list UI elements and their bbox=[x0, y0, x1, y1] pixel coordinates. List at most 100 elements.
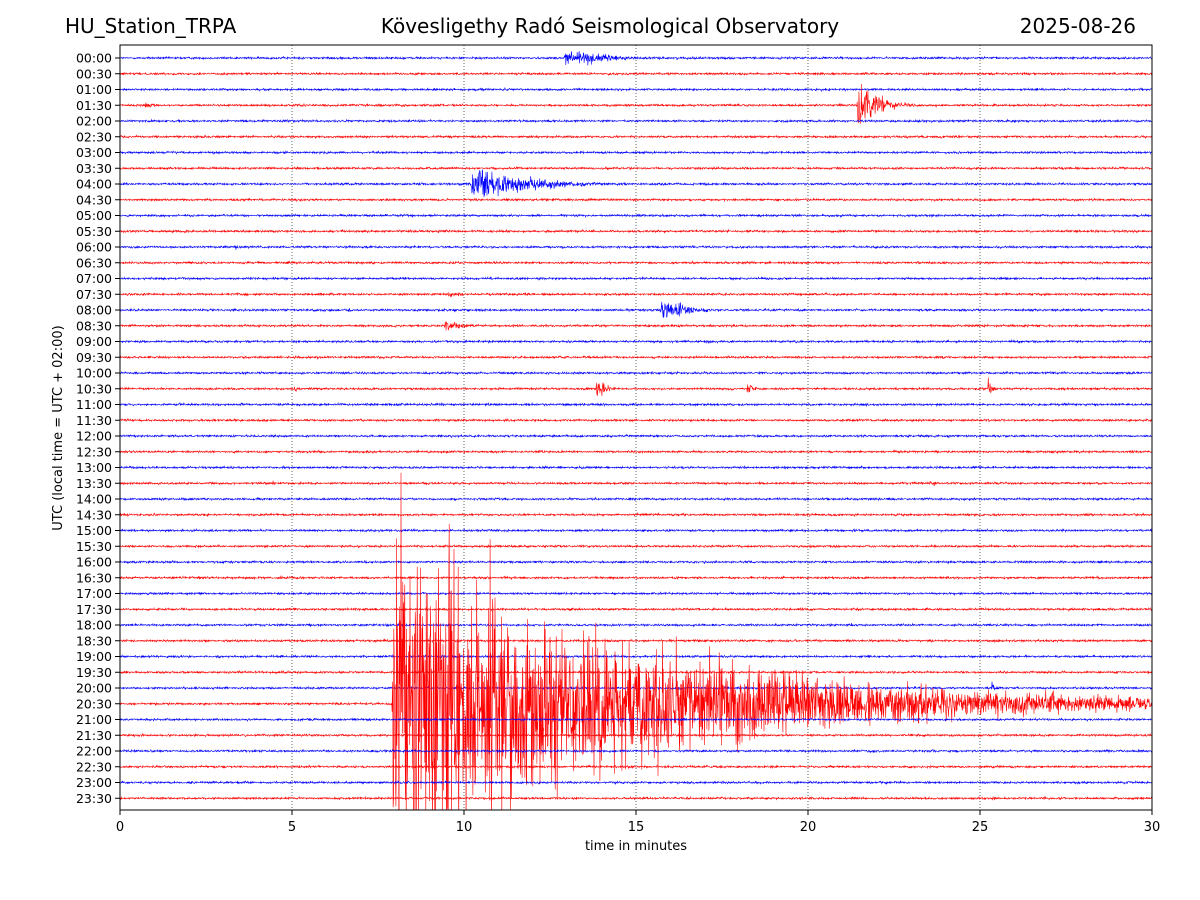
y-tick-label: 19:00 bbox=[76, 649, 112, 664]
trace-0800 bbox=[120, 301, 1152, 319]
y-axis: 00:0000:3001:0001:3002:0002:3003:0003:30… bbox=[76, 51, 120, 806]
trace-1530 bbox=[120, 543, 1152, 549]
y-tick-label: 07:00 bbox=[76, 271, 112, 286]
trace-1430 bbox=[120, 512, 1152, 518]
y-tick-label: 23:30 bbox=[76, 791, 112, 806]
y-tick-label: 05:00 bbox=[76, 208, 112, 223]
y-tick-label: 18:00 bbox=[76, 618, 112, 633]
y-tick-label: 06:00 bbox=[76, 240, 112, 255]
trace-0430 bbox=[120, 197, 1152, 203]
y-tick-label: 03:30 bbox=[76, 161, 112, 176]
y-tick-label: 17:00 bbox=[76, 586, 112, 601]
y-tick-label: 15:00 bbox=[76, 523, 112, 538]
trace-1330 bbox=[120, 480, 1152, 487]
trace-2130 bbox=[120, 732, 1152, 738]
y-tick-label: 08:30 bbox=[76, 318, 112, 333]
trace-0400 bbox=[120, 169, 1152, 198]
trace-0830 bbox=[120, 321, 1152, 331]
y-tick-label: 20:00 bbox=[76, 681, 112, 696]
x-tick-label: 25 bbox=[972, 820, 989, 835]
chart-title: Kövesligethy Radó Seismological Observat… bbox=[380, 14, 840, 38]
y-axis-label: UTC (local time = UTC + 02:00) bbox=[51, 325, 66, 530]
trace-1100 bbox=[120, 401, 1152, 408]
y-tick-label: 21:30 bbox=[76, 728, 112, 743]
y-tick-label: 05:30 bbox=[76, 224, 112, 239]
trace-2230 bbox=[120, 764, 1152, 770]
trace-0900 bbox=[120, 339, 1152, 344]
trace-1400 bbox=[120, 496, 1152, 502]
trace-0200 bbox=[120, 118, 1152, 124]
x-axis-label: time in minutes bbox=[585, 839, 687, 854]
y-tick-label: 22:00 bbox=[76, 744, 112, 759]
y-tick-label: 15:30 bbox=[76, 539, 112, 554]
y-tick-label: 04:00 bbox=[76, 177, 112, 192]
y-tick-label: 23:00 bbox=[76, 775, 112, 790]
y-tick-label: 00:30 bbox=[76, 66, 112, 81]
x-tick-label: 5 bbox=[288, 820, 296, 835]
y-tick-label: 20:30 bbox=[76, 696, 112, 711]
y-tick-label: 10:00 bbox=[76, 366, 112, 381]
y-tick-label: 00:00 bbox=[76, 51, 112, 66]
trace-0930 bbox=[120, 354, 1152, 360]
y-tick-label: 17:30 bbox=[76, 602, 112, 617]
y-tick-label: 14:00 bbox=[76, 492, 112, 507]
trace-0600 bbox=[120, 244, 1152, 250]
y-tick-label: 11:30 bbox=[76, 413, 112, 428]
trace-1600 bbox=[120, 559, 1152, 565]
y-tick-label: 02:00 bbox=[76, 114, 112, 129]
trace-0100 bbox=[120, 87, 1152, 93]
chart-date: 2025-08-26 bbox=[1019, 14, 1136, 38]
trace-1200 bbox=[120, 433, 1152, 439]
trace-0730 bbox=[120, 291, 1152, 298]
y-tick-label: 16:30 bbox=[76, 570, 112, 585]
y-tick-label: 10:30 bbox=[76, 381, 112, 396]
y-tick-label: 09:30 bbox=[76, 350, 112, 365]
y-tick-label: 07:30 bbox=[76, 287, 112, 302]
trace-0130 bbox=[120, 83, 1152, 124]
trace-2100 bbox=[120, 717, 1152, 723]
y-tick-label: 16:00 bbox=[76, 555, 112, 570]
trace-2030 bbox=[120, 472, 1152, 810]
trace-0330 bbox=[120, 165, 1152, 171]
trace-1700 bbox=[120, 591, 1152, 597]
y-tick-label: 12:30 bbox=[76, 444, 112, 459]
y-tick-label: 04:30 bbox=[76, 192, 112, 207]
trace-0530 bbox=[120, 228, 1152, 234]
y-tick-label: 18:30 bbox=[76, 633, 112, 648]
trace-0300 bbox=[120, 150, 1152, 156]
seismic-traces bbox=[120, 51, 1152, 810]
trace-1730 bbox=[120, 606, 1152, 612]
y-tick-label: 06:30 bbox=[76, 255, 112, 270]
y-tick-label: 14:30 bbox=[76, 507, 112, 522]
y-tick-label: 19:30 bbox=[76, 665, 112, 680]
x-tick-label: 10 bbox=[456, 820, 473, 835]
trace-2330 bbox=[120, 795, 1152, 801]
trace-1000 bbox=[120, 370, 1152, 376]
trace-1800 bbox=[120, 622, 1152, 628]
x-tick-label: 20 bbox=[800, 820, 817, 835]
trace-1830 bbox=[120, 638, 1152, 644]
trace-0000 bbox=[120, 51, 1152, 66]
trace-2300 bbox=[120, 780, 1152, 786]
station-name: HU_Station_TRPA bbox=[65, 14, 237, 38]
trace-1300 bbox=[120, 465, 1152, 470]
trace-1130 bbox=[120, 417, 1152, 423]
y-tick-label: 11:00 bbox=[76, 397, 112, 412]
y-tick-label: 22:30 bbox=[76, 759, 112, 774]
x-axis: 0 5 10 15 20 25 30 bbox=[116, 810, 1160, 835]
trace-0500 bbox=[120, 213, 1152, 219]
trace-1230 bbox=[120, 449, 1152, 455]
y-tick-label: 21:00 bbox=[76, 712, 112, 727]
trace-0030 bbox=[120, 71, 1152, 77]
y-tick-label: 01:00 bbox=[76, 82, 112, 97]
y-tick-label: 01:30 bbox=[76, 98, 112, 113]
trace-1500 bbox=[120, 527, 1152, 534]
trace-0230 bbox=[120, 134, 1152, 140]
y-tick-label: 08:00 bbox=[76, 303, 112, 318]
trace-0700 bbox=[120, 275, 1152, 281]
trace-2200 bbox=[120, 748, 1152, 754]
y-tick-label: 13:30 bbox=[76, 476, 112, 491]
y-tick-label: 13:00 bbox=[76, 460, 112, 475]
